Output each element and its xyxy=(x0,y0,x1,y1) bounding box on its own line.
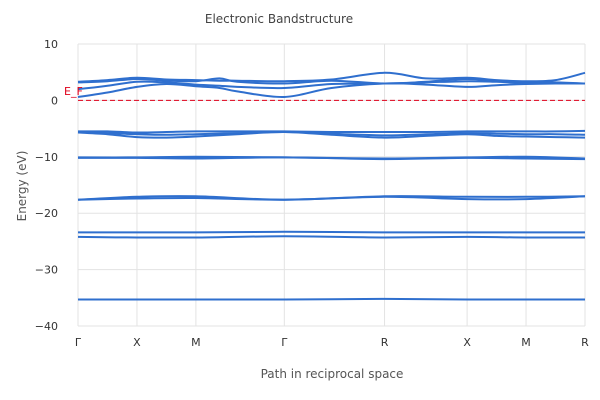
band-lines xyxy=(77,71,586,301)
chart-title: Electronic Bandstructure xyxy=(205,12,353,26)
band-line xyxy=(77,71,586,83)
x-axis-label: Path in reciprocal space xyxy=(261,367,404,381)
band-line xyxy=(77,156,586,161)
x-tick-label: X xyxy=(463,336,471,349)
y-tick-label: −40 xyxy=(35,320,58,333)
y-tick-label: −10 xyxy=(35,151,58,164)
band-line xyxy=(77,129,586,134)
y-axis-label: Energy (eV) xyxy=(15,151,29,222)
x-tick-label: Γ xyxy=(75,336,82,349)
x-tick-label: X xyxy=(133,336,141,349)
x-tick-label: R xyxy=(381,336,389,349)
y-tick-label: −30 xyxy=(35,264,58,277)
band-line xyxy=(77,82,586,99)
x-tick-label: M xyxy=(521,336,531,349)
y-tick-label: 10 xyxy=(44,38,58,51)
x-tick-label: Γ xyxy=(281,336,288,349)
band-line xyxy=(77,235,585,239)
band-line xyxy=(78,297,585,301)
band-line xyxy=(77,130,586,137)
y-tick-label: 0 xyxy=(51,94,58,107)
y-tick-labels: 10 0 −10 −20 −30 −40 xyxy=(35,38,58,333)
x-tick-label: M xyxy=(191,336,201,349)
y-tick-label: −20 xyxy=(35,207,58,220)
fermi-level-label: E_F xyxy=(64,85,83,98)
band-line xyxy=(78,230,585,234)
band-line xyxy=(77,130,586,139)
x-tick-label: R xyxy=(581,336,589,349)
band-line xyxy=(77,195,586,201)
